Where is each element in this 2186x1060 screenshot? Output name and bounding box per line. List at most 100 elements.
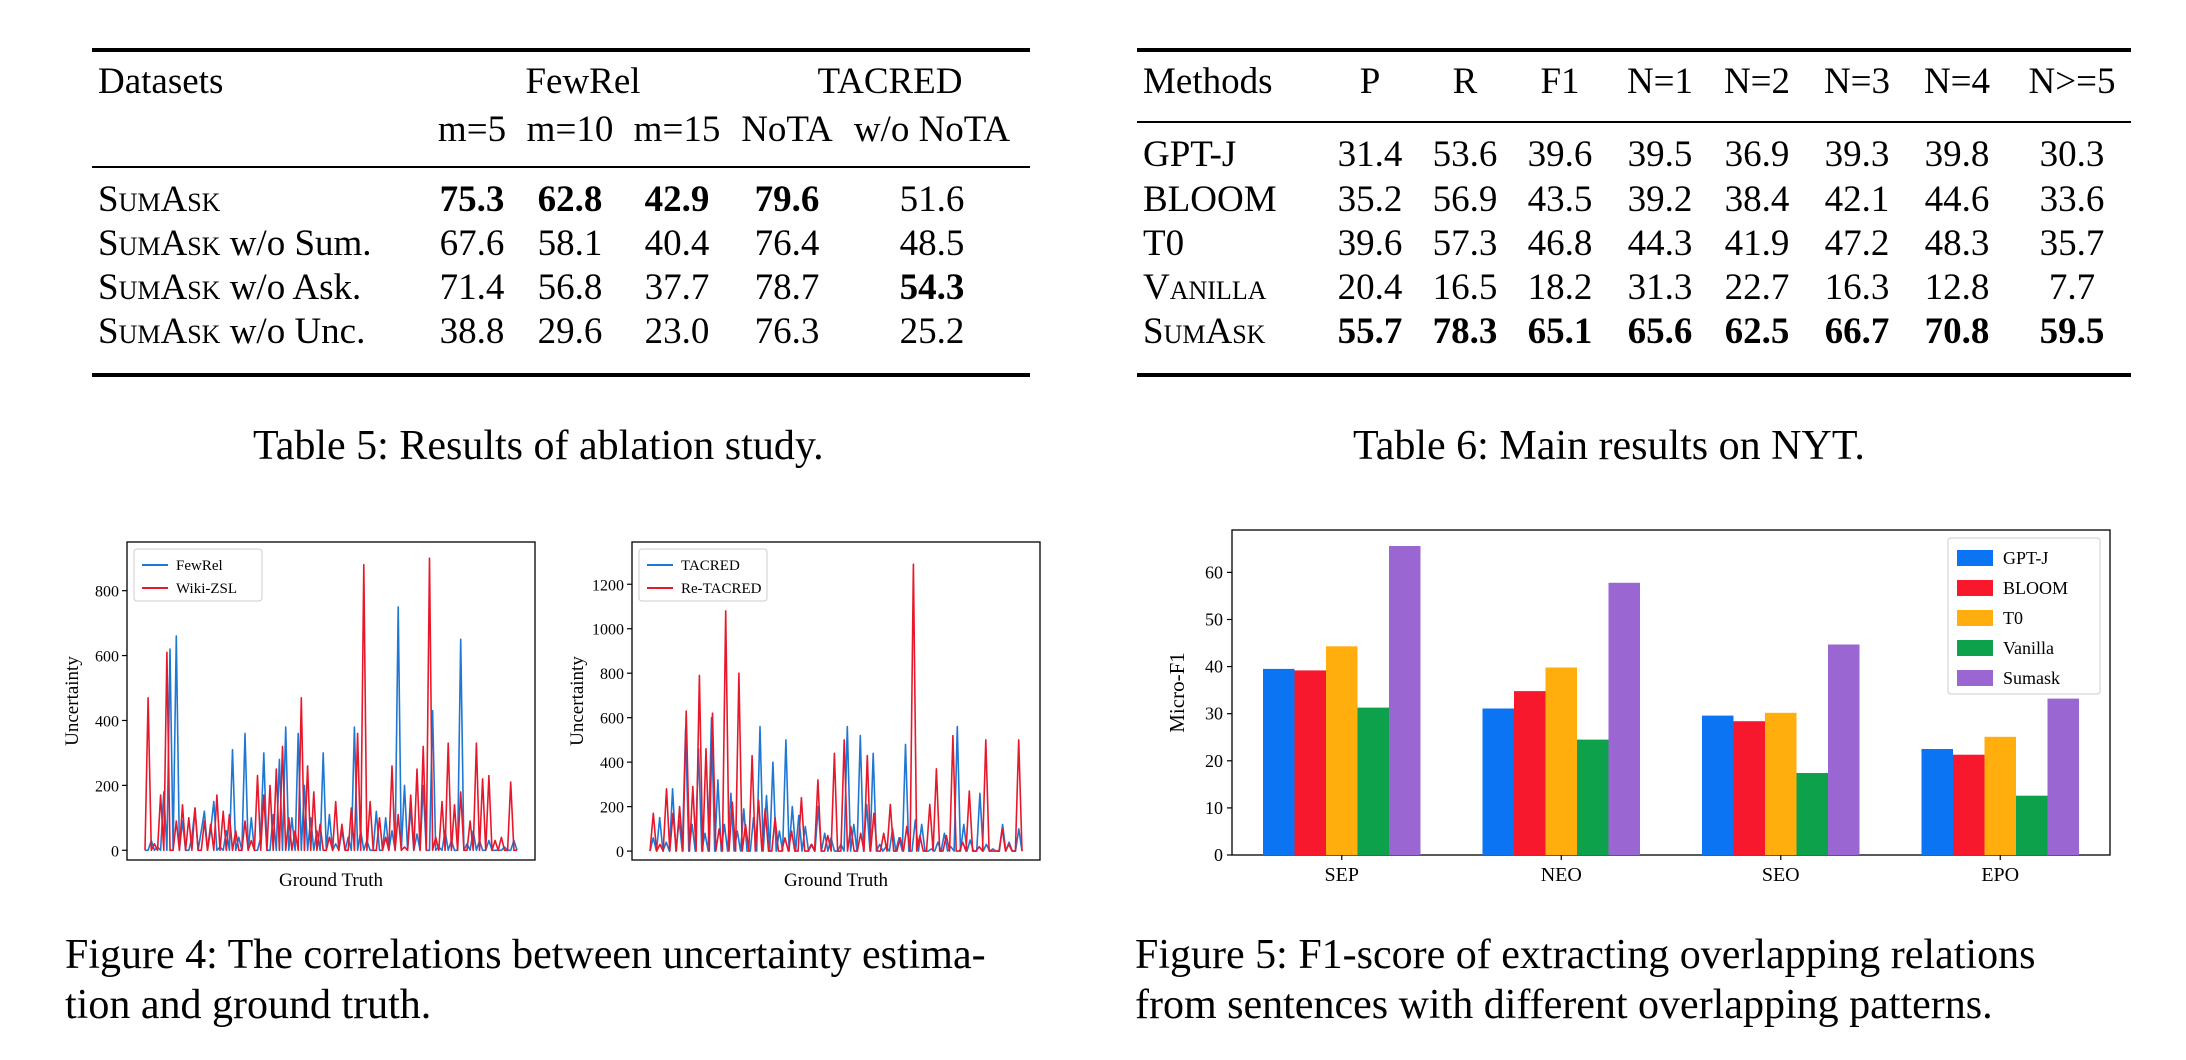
figure-4-right-chart: 0 200 400 600 800 1000 1200 Uncertainty Ground T…	[567, 541, 1041, 891]
table-cell: 78.3	[1432, 311, 1498, 352]
column-header: Methods	[1143, 61, 1273, 102]
bar-sumask-sep	[1389, 546, 1421, 855]
table-mid-rule	[1137, 121, 2131, 123]
figure-5-chart: SEP NEO SEO EPO 0 10 20 30 40 50 60 Micro-F1 GPT-J BL…	[1165, 529, 2111, 886]
table-cell: 18.2	[1527, 267, 1593, 308]
figure-4-caption-line2: tion and ground truth.	[65, 982, 432, 1028]
legend-swatch	[1957, 670, 1993, 686]
bar-vanilla-sep	[1357, 707, 1389, 855]
y-tick-label: 200	[600, 800, 624, 817]
table-cell: 66.7	[1824, 311, 1890, 352]
y-axis-label: Uncertainty	[62, 656, 83, 746]
table-cell: 37.7	[644, 267, 710, 308]
method-name: SumAsk	[98, 179, 221, 220]
legend-swatch	[1957, 640, 1993, 656]
legend-label: T0	[2003, 608, 2023, 628]
table-cell: 65.1	[1527, 311, 1593, 352]
column-header: NoTA	[741, 109, 833, 150]
table-cell: 43.5	[1527, 179, 1593, 220]
column-header: N=3	[1823, 61, 1891, 102]
legend-label: TACRED	[681, 558, 740, 574]
x-axis-label: Ground Truth	[784, 870, 888, 891]
column-header: R	[1452, 61, 1478, 102]
table-cell: 58.1	[537, 223, 603, 264]
table-cell: 38.8	[439, 311, 505, 352]
y-tick-label: 30	[1205, 704, 1223, 724]
column-header: F1	[1540, 61, 1580, 102]
y-tick-label: 50	[1205, 609, 1223, 629]
table-6-caption: Table 6: Main results on NYT.	[1353, 423, 1865, 469]
table-cell: 54.3	[899, 267, 965, 308]
table-cell: 39.6	[1527, 134, 1593, 175]
bar-t0-neo	[1545, 667, 1577, 855]
table-cell: 78.7	[754, 267, 820, 308]
table-cell: 7.7	[2048, 267, 2096, 308]
table-cell: 40.4	[644, 223, 710, 264]
table-cell: 42.1	[1824, 179, 1890, 220]
table-cell: 57.3	[1432, 223, 1498, 264]
y-tick-label: 400	[600, 755, 624, 772]
column-header: m=10	[526, 109, 614, 150]
table-cell: 39.8	[1924, 134, 1990, 175]
y-tick-label: 0	[1214, 845, 1223, 865]
method-name: SumAsk	[1143, 311, 1266, 352]
method-cell: SumAsk	[98, 178, 220, 222]
table-cell: 39.6	[1337, 223, 1403, 264]
table-5-caption: Table 5: Results of ablation study.	[253, 423, 824, 469]
table-cell: 33.6	[2039, 179, 2105, 220]
y-tick-label: 200	[95, 778, 119, 795]
table-bottom-rule	[1137, 373, 2131, 377]
x-tick-label: NEO	[1541, 864, 1582, 886]
datasets-header: Datasets	[98, 61, 224, 102]
figure-5-caption-line1: Figure 5: F1-score of extracting overlap…	[1135, 932, 2036, 978]
column-header: P	[1359, 61, 1381, 102]
table-cell: 75.3	[439, 179, 505, 220]
table-cell: 76.4	[754, 223, 820, 264]
bar-gpt-j-sep	[1263, 668, 1295, 855]
table-cell: 23.0	[644, 311, 710, 352]
column-header: m=5	[437, 109, 507, 150]
bar-sumask-epo	[2047, 698, 2079, 855]
legend-label: Vanilla	[2003, 638, 2054, 658]
y-tick-label: 1000	[592, 622, 624, 639]
column-header: m=15	[633, 109, 721, 150]
table-cell: 38.4	[1724, 179, 1790, 220]
legend-label: FewRel	[176, 558, 223, 574]
column-header: N=1	[1626, 61, 1694, 102]
bar-bloom-seo	[1733, 721, 1765, 855]
table-cell: 16.3	[1824, 267, 1890, 308]
column-header: w/o NoTA	[853, 109, 1011, 150]
y-axis-label: Micro-F1	[1165, 652, 1189, 733]
table-cell: 25.2	[899, 311, 965, 352]
method-cell: SumAsk w/o Unc.	[98, 310, 365, 354]
bar-t0-seo	[1765, 712, 1797, 855]
figure-4-caption-line1: Figure 4: The correlations between uncer…	[65, 932, 986, 978]
method-name: T0	[1143, 223, 1185, 264]
y-tick-label: 400	[95, 713, 119, 730]
y-tick-label: 800	[600, 666, 624, 683]
bar-sumask-neo	[1608, 582, 1640, 855]
method-cell: SumAsk w/o Ask.	[98, 266, 361, 310]
y-tick-label: 10	[1205, 798, 1223, 818]
y-tick-label: 1200	[592, 577, 624, 594]
x-tick-label: SEO	[1762, 864, 1800, 886]
table-cell: 62.5	[1724, 311, 1790, 352]
y-tick-label: 0	[111, 843, 119, 860]
method-name: BLOOM	[1143, 179, 1277, 220]
table-cell: 67.6	[439, 223, 505, 264]
method-variant: w/o Unc.	[220, 311, 366, 352]
table-top-rule	[92, 48, 1030, 52]
bar-bloom-sep	[1294, 670, 1326, 855]
legend-label: Wiki-ZSL	[176, 581, 237, 597]
table-cell: 12.8	[1924, 267, 1990, 308]
x-tick-label: EPO	[1981, 864, 2019, 886]
table-mid-rule	[92, 166, 1030, 168]
y-tick-label: 40	[1205, 657, 1223, 677]
table-cell: 39.5	[1627, 134, 1693, 175]
table-top-rule	[1137, 48, 2131, 52]
legend-label: Re-TACRED	[681, 581, 762, 597]
table-cell: 44.6	[1924, 179, 1990, 220]
table-cell: 55.7	[1337, 311, 1403, 352]
method-name: GPT-J	[1143, 134, 1237, 175]
table-bottom-rule	[92, 373, 1030, 377]
